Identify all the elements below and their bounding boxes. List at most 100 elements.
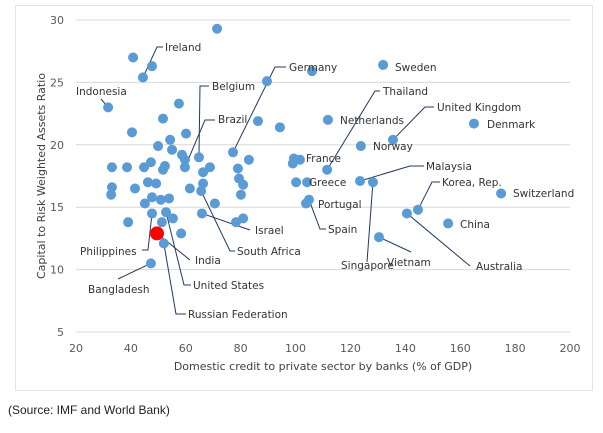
x-tick-label: 140 — [395, 342, 416, 355]
data-point — [302, 177, 313, 188]
leader-line — [201, 212, 251, 231]
data-point — [238, 213, 249, 224]
data-point — [355, 175, 366, 186]
data-point — [322, 114, 333, 125]
data-point — [123, 217, 134, 228]
data-point — [137, 72, 148, 83]
leader-line — [392, 106, 434, 141]
leader-line — [359, 165, 424, 182]
point-label: Thailand — [382, 86, 428, 98]
point-label: Singapore — [341, 260, 394, 272]
data-point — [300, 198, 311, 209]
data-point — [157, 113, 168, 124]
point-label: Brazil — [218, 114, 247, 126]
data-point — [287, 158, 298, 169]
data-point — [106, 182, 117, 193]
data-point — [167, 213, 178, 224]
leader-line — [406, 213, 471, 267]
data-point — [130, 183, 141, 194]
data-point — [106, 162, 117, 173]
x-tick-label: 180 — [505, 342, 526, 355]
point-label: Australia — [476, 261, 522, 273]
data-point — [165, 134, 176, 145]
data-point — [212, 23, 223, 34]
data-point — [173, 98, 184, 109]
data-point — [181, 128, 192, 139]
data-point — [252, 116, 263, 127]
leader-line — [232, 66, 286, 153]
leader-line — [308, 199, 326, 230]
highlighted-point — [149, 226, 164, 241]
data-point — [235, 189, 246, 200]
data-point — [238, 179, 249, 190]
point-label: India — [195, 255, 221, 267]
data-point — [161, 207, 172, 218]
y-tick-label: 10 — [50, 264, 64, 277]
x-axis-title: Domestic credit to private sector by ban… — [174, 360, 472, 373]
data-point — [243, 154, 254, 165]
data-point — [412, 204, 423, 215]
leader-line — [142, 213, 153, 251]
data-point — [128, 52, 139, 63]
y-tick-label: 30 — [50, 14, 64, 27]
leader-line — [200, 190, 235, 252]
data-point — [142, 177, 153, 188]
data-point — [468, 118, 479, 129]
data-point — [184, 183, 195, 194]
point-label: Bangladesh — [88, 284, 150, 296]
data-point — [387, 134, 398, 145]
point-label: United States — [193, 280, 264, 292]
x-tick-label: 80 — [234, 342, 248, 355]
data-point — [204, 162, 215, 173]
data-point — [227, 147, 238, 158]
data-point — [322, 164, 333, 175]
data-point — [167, 144, 178, 155]
source-note: (Source: IMF and World Bank) — [8, 403, 170, 417]
point-label: China — [460, 219, 490, 231]
data-point — [196, 185, 207, 196]
data-point — [157, 164, 168, 175]
point-label: United Kingdom — [437, 102, 521, 114]
point-label: Malaysia — [426, 161, 472, 173]
data-point — [126, 127, 137, 138]
point-label: Netherlands — [340, 115, 404, 127]
point-label: Ireland — [165, 42, 201, 54]
point-label: France — [306, 153, 341, 165]
y-tick-label: 5 — [57, 326, 64, 339]
point-label: Belgium — [212, 81, 255, 93]
data-point — [262, 76, 273, 87]
point-label: Russian Federation — [188, 309, 288, 321]
data-point — [179, 154, 190, 165]
data-point — [291, 177, 302, 188]
chart-frame — [15, 5, 593, 391]
leader-line — [163, 243, 186, 315]
data-point — [156, 217, 167, 228]
data-point — [145, 157, 156, 168]
point-label: Philippines — [80, 246, 137, 258]
data-point — [198, 178, 209, 189]
data-point — [145, 258, 156, 269]
data-point — [373, 232, 384, 243]
leader-line — [366, 182, 374, 263]
point-label: Indonesia — [76, 86, 127, 98]
point-label: Vietnam — [387, 257, 431, 269]
x-tick-label: 200 — [560, 342, 581, 355]
leader-line — [378, 236, 412, 253]
data-point — [274, 122, 285, 133]
data-point — [147, 208, 158, 219]
point-label: Spain — [328, 224, 357, 236]
data-point — [378, 59, 389, 70]
point-label: Germany — [289, 62, 337, 74]
point-label: Portugal — [318, 199, 362, 211]
point-label: Sweden — [395, 62, 437, 74]
data-point — [196, 208, 207, 219]
data-point — [209, 198, 220, 209]
data-point — [176, 228, 187, 239]
point-label: Korea, Rep. — [442, 177, 502, 189]
x-tick-label: 100 — [285, 342, 306, 355]
data-point — [198, 167, 209, 178]
y-tick-label: 20 — [50, 139, 64, 152]
scatter-chart: Ireland Indonesia Belgium Brazil Germany Sout… — [35, 14, 581, 373]
data-point — [443, 218, 454, 229]
point-label: Israel — [255, 225, 284, 237]
